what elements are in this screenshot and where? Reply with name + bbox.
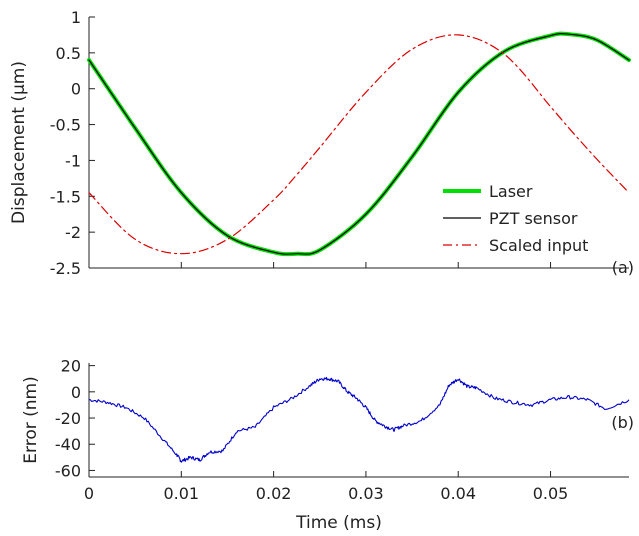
panel-a-series [87,31,631,257]
panel-a-y-tick-label: 0 [71,80,81,99]
panel-b-x-tick-label: 0.02 [256,484,292,503]
panel-b-x-tick-label: 0.03 [348,484,384,503]
panel-a-chart: 1 0.5 0 -0.5 -1 -1.5 -2 -2.5 Laser PZT sensor Sca… [9,8,634,278]
panel-a-y-tick-label: -2 [65,223,81,242]
panel-b-y-tick-label: -40 [55,435,81,454]
series-line-pzt-sensor [88,32,630,255]
panel-b-y-tick-label: 0 [71,383,81,402]
panel-a-tag: (a) [612,258,634,277]
legend-label-pzt-sensor: PZT sensor [489,209,578,228]
panel-b-x-tick-label: 0.04 [440,484,476,503]
panel-a-y-tick-label: -0.5 [50,116,81,135]
legend: Laser PZT sensor Scaled input [443,182,588,255]
panel-b-x-tick-label: 0 [84,484,94,503]
panel-b-y-tick-label: 20 [61,357,81,376]
panel-b-chart: 200-20-40-600 0.01 0.02 0.03 0.04 0.05 Error … [21,357,634,533]
series-line-error [89,376,630,463]
panel-a-y-tick-label: 0.5 [56,44,81,63]
panel-b-y-tick-label: -60 [55,461,81,480]
panel-b-y-axis-label: Error (nm) [21,376,41,463]
panel-a-y-tick-label: -1 [65,151,81,170]
x-axis-label: Time (ms) [295,513,382,533]
panel-b-axes: 200-20-40-600 0.01 0.02 0.03 0.04 0.05 [55,357,629,503]
panel-b-x-tick-label: 0.01 [163,484,199,503]
panel-a-y-tick-label: 1 [71,8,81,27]
legend-label-scaled-input: Scaled input [489,236,588,255]
panel-b-series [89,376,630,463]
legend-label-laser: Laser [489,182,533,201]
panel-b-x-tick-label: 0.05 [533,484,569,503]
panel-a-y-tick-label: -2.5 [50,259,81,278]
series-line-scaled-input [88,34,630,255]
panel-a-axes: 1 0.5 0 -0.5 -1 -1.5 -2 -2.5 [50,8,629,278]
panel-a-y-tick-label: -1.5 [50,187,81,206]
panel-b-y-tick-label: -20 [55,409,81,428]
panel-a-y-axis-label: Displacement (µm) [9,61,29,224]
panel-b-tag: (b) [611,413,634,432]
